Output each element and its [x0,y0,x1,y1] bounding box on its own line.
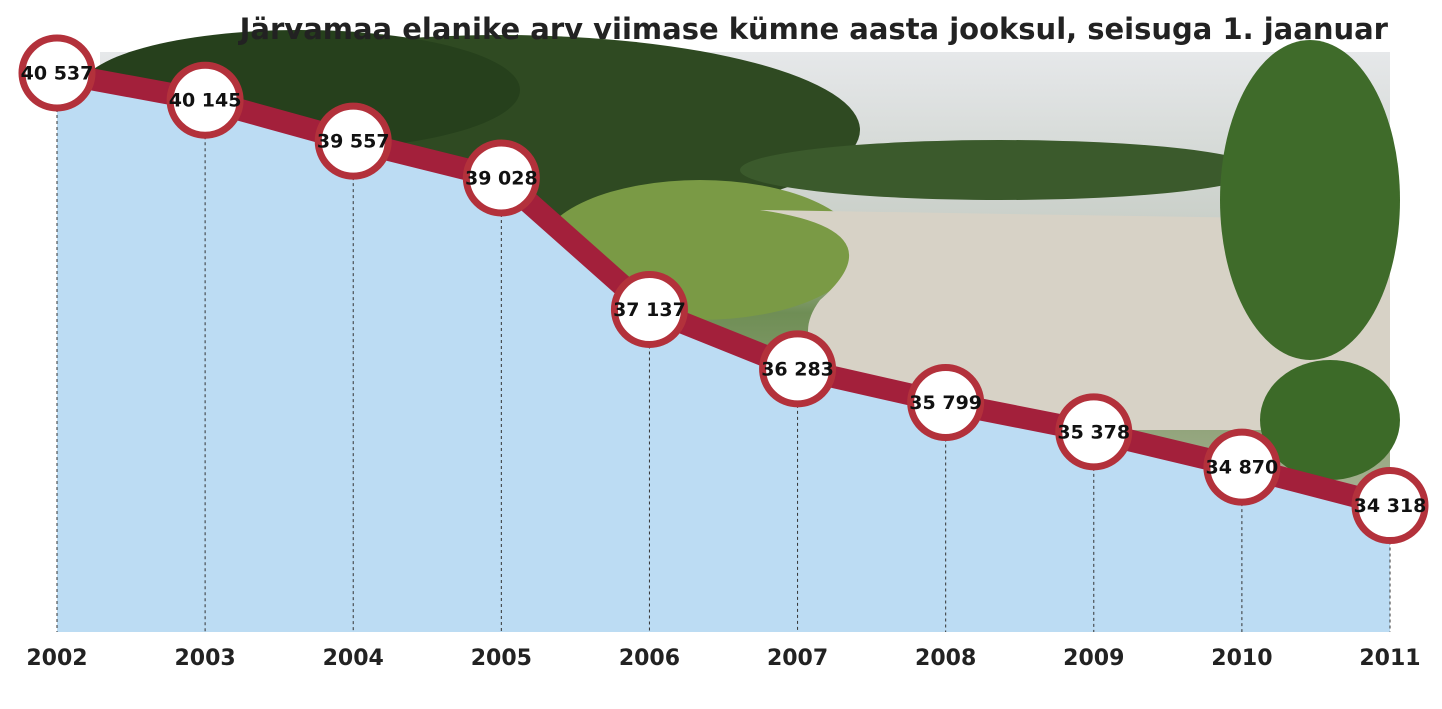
x-tick-label: 2011 [1359,646,1420,671]
value-label: 40 145 [169,90,242,112]
marker [462,139,540,217]
value-label: 34 870 [1206,457,1279,479]
x-tick-label: 2010 [1211,646,1272,671]
value-label: 37 137 [613,299,686,321]
x-tick-label: 2003 [174,646,235,671]
x-tick-label: 2005 [471,646,532,671]
plot: 40 537 40 145 39 557 39 028 37 137 36 283 35 7… [18,34,1429,671]
marker [1203,428,1281,506]
x-tick-label: 2004 [323,646,384,671]
value-label: 35 799 [909,392,982,414]
marker [18,34,96,112]
marker [759,330,837,408]
area [57,72,1390,633]
value-label: 35 378 [1057,421,1130,443]
value-label: 39 557 [317,131,390,153]
value-label: 34 318 [1354,495,1427,517]
x-tick-label: 2002 [26,646,87,671]
x-tick-label: 2008 [915,646,976,671]
marker [610,270,688,348]
line [55,62,1393,517]
marker [907,364,985,442]
marker [166,61,244,139]
chart-title: Järvamaa elanike arv viimase kümne aasta… [238,12,1389,46]
value-label: 36 283 [761,358,834,380]
x-tick-label: 2009 [1063,646,1124,671]
marker [1055,393,1133,471]
marker [314,102,392,180]
x-tick-label: 2007 [767,646,828,671]
value-label: 40 537 [21,62,94,84]
marker [1351,467,1429,545]
value-label: 39 028 [465,167,538,189]
x-tick-label: 2006 [619,646,680,671]
